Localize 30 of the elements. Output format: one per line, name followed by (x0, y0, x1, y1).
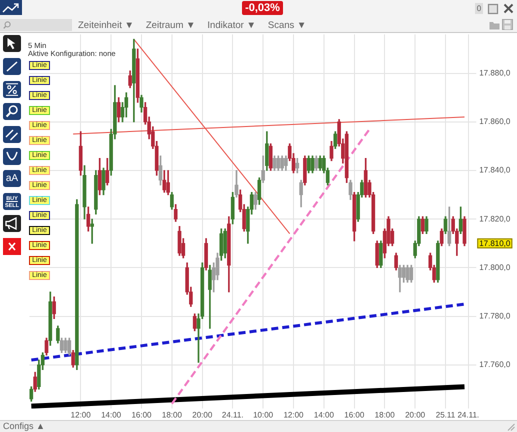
y-tick-label: 17.880,0 (479, 68, 511, 78)
x-tick-label: 16:00 (131, 410, 152, 420)
x-tick-label: 12:00 (70, 410, 92, 420)
text: -0,03% (242, 1, 283, 15)
x-tick-label: 25.11 (436, 410, 456, 420)
y-tick-label: 17.780,0 (479, 311, 511, 320)
text: Zeiteinheit ▼ (78, 20, 134, 32)
text-icon: aA (3, 170, 21, 187)
y-tick-label: 17.820,0 (479, 214, 511, 224)
text: 17.810,0 (479, 239, 511, 248)
x-tick-label: 14:00 (314, 410, 334, 420)
x-tick-label: 18:00 (162, 410, 182, 420)
y-tick-label: 17.760,0 (479, 360, 511, 370)
text: 0 (475, 3, 483, 14)
x-tick-label: 24.11. (457, 410, 480, 420)
x-tick-label: 14:00 (101, 410, 122, 420)
x-tick-label: 16:00 (344, 410, 365, 420)
text: Scans ▼ (268, 20, 306, 32)
y-tick-label: 17.860,0 (479, 117, 511, 126)
x-tick-label: 20:00 (192, 410, 213, 420)
x-tick-label: 10:00 (253, 410, 274, 420)
y-tick-label: 17.840,0 (479, 166, 511, 175)
y-tick-label: 17.800,0 (479, 262, 511, 272)
x-tick-label: 20:00 (405, 410, 426, 420)
x-tick-label: 12:00 (283, 410, 304, 420)
x-tick-label: 24.11. (222, 410, 244, 420)
text: Zeitraum ▼ (146, 20, 196, 32)
text: Indikator ▼ (207, 20, 256, 32)
x-tick-label: 18:00 (374, 410, 396, 420)
text: Configs ▲ (3, 421, 45, 432)
